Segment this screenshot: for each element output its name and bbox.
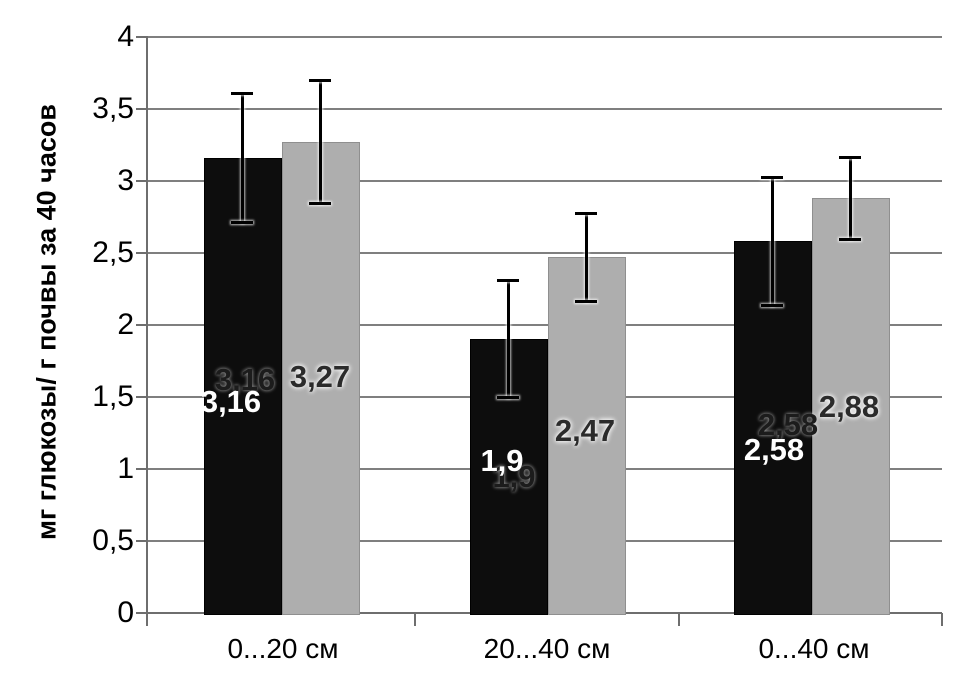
- x-category-label: 20...40 см: [483, 633, 611, 664]
- error-bar-cap-bottom: [839, 238, 861, 242]
- error-bar-cap-top: [839, 155, 861, 159]
- gray-bar-value-label: 2,88: [818, 389, 880, 424]
- y-tick-label: 1,5: [92, 380, 134, 413]
- gridline-2.5: [148, 252, 942, 254]
- black-bar-value-label: 1,9: [480, 443, 524, 478]
- y-tick-label: 3: [117, 164, 134, 197]
- x-category-label: 0...20 см: [227, 633, 339, 664]
- gray-bars-bar: [812, 198, 890, 615]
- y-tick-label: 2: [117, 308, 134, 341]
- y-tick-label: 2,5: [92, 236, 134, 269]
- gray-bar-value-label: 3,27: [289, 359, 351, 394]
- y-tick-mark: [136, 180, 148, 182]
- error-bar-line: [240, 93, 244, 223]
- x-tick-mark: [146, 613, 148, 626]
- error-bar-cap-top: [497, 279, 519, 283]
- y-tick-mark: [136, 252, 148, 254]
- y-tick-mark: [136, 612, 148, 614]
- y-tick-label: 0,5: [92, 524, 134, 557]
- error-bar-cap-top: [761, 175, 783, 179]
- black-bar-value-shadow: 1,9: [492, 459, 536, 494]
- gridline-3: [148, 180, 942, 182]
- error-bar-cap-top: [309, 79, 331, 83]
- y-tick-mark: [136, 36, 148, 38]
- x-tick-mark: [414, 613, 416, 626]
- y-tick-label: 3,5: [92, 92, 134, 125]
- error-bar-cap-bottom: [309, 202, 331, 206]
- gray-bar-value-label: 2,47: [554, 413, 616, 448]
- error-bar-cap-top: [575, 211, 597, 215]
- x-tick-mark: [678, 613, 680, 626]
- gray-bars-bar: [282, 142, 360, 615]
- error-bar-cap-bottom: [231, 220, 253, 224]
- gray-bars-bar: [548, 257, 626, 615]
- y-tick-label: 4: [117, 20, 134, 53]
- error-bar-cap-top: [231, 92, 253, 96]
- gridline-2: [148, 324, 942, 326]
- x-tick-mark: [941, 613, 943, 626]
- y-tick-label: 0: [117, 596, 134, 629]
- y-tick-label: 1: [117, 452, 134, 485]
- error-bar-line: [506, 280, 510, 399]
- y-tick-mark: [136, 324, 148, 326]
- error-bar-line: [584, 212, 588, 302]
- gridline-3.5: [148, 108, 942, 110]
- error-bar-cap-bottom: [575, 299, 597, 303]
- error-bar-cap-bottom: [761, 304, 783, 308]
- black-bar-value-shadow: 2,58: [757, 407, 819, 442]
- y-tick-mark: [136, 540, 148, 542]
- black-bar-value-label: 2,58: [743, 432, 805, 467]
- y-tick-mark: [136, 396, 148, 398]
- error-bar-line: [318, 80, 322, 205]
- x-category-label: 0...40 см: [758, 633, 870, 664]
- error-bar-cap-bottom: [497, 396, 519, 400]
- error-bar-line: [770, 176, 774, 307]
- black-bar-value-label: 3,16: [200, 384, 262, 419]
- y-tick-mark: [136, 468, 148, 470]
- gridline-4: [148, 36, 942, 38]
- y-tick-mark: [136, 108, 148, 110]
- error-bar-line: [848, 156, 852, 241]
- black-bar-value-shadow: 3,16: [214, 362, 276, 397]
- black-bars-bar: [204, 158, 282, 615]
